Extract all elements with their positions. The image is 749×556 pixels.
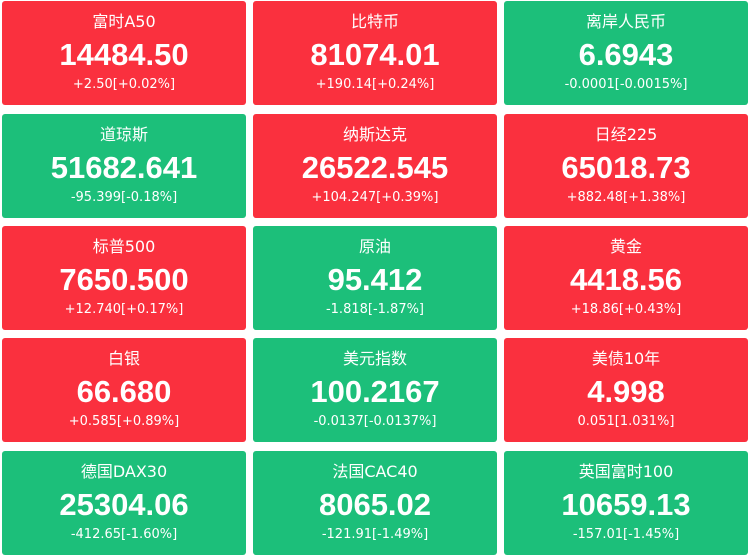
quote-change: +0.585[+0.89%]	[68, 414, 180, 429]
quote-name: 美债10年	[591, 349, 661, 368]
quote-name: 日经225	[594, 125, 658, 144]
quote-price: 100.2167	[310, 374, 440, 409]
quote-price: 10659.13	[561, 487, 691, 522]
quote-change: +104.247[+0.39%]	[311, 190, 439, 205]
quote-price: 14484.50	[59, 37, 189, 72]
quote-change: +2.50[+0.02%]	[72, 77, 176, 92]
quote-tile[interactable]: 白银 66.680 +0.585[+0.89%]	[2, 338, 246, 442]
quote-change: -412.65[-1.60%]	[70, 527, 178, 542]
quote-change: +18.86[+0.43%]	[570, 302, 682, 317]
quote-tile[interactable]: 英国富时100 10659.13 -157.01[-1.45%]	[504, 451, 748, 555]
quote-price: 95.412	[327, 262, 423, 297]
quote-tile[interactable]: 比特币 81074.01 +190.14[+0.24%]	[253, 1, 497, 105]
quote-change: -95.399[-0.18%]	[70, 190, 178, 205]
quote-price: 8065.02	[318, 487, 432, 522]
quote-name: 标普500	[92, 237, 156, 256]
quote-price: 66.680	[76, 374, 172, 409]
quote-tile[interactable]: 富时A50 14484.50 +2.50[+0.02%]	[2, 1, 246, 105]
quote-tile[interactable]: 德国DAX30 25304.06 -412.65[-1.60%]	[2, 451, 246, 555]
quote-tile[interactable]: 纳斯达克 26522.545 +104.247[+0.39%]	[253, 114, 497, 218]
quote-tile[interactable]: 离岸人民币 6.6943 -0.0001[-0.0015%]	[504, 1, 748, 105]
quote-price: 7650.500	[59, 262, 189, 297]
quote-name: 富时A50	[92, 12, 156, 31]
quote-tile[interactable]: 标普500 7650.500 +12.740[+0.17%]	[2, 226, 246, 330]
quote-name: 原油	[358, 237, 391, 256]
quote-price: 4.998	[587, 374, 665, 409]
quote-tile[interactable]: 道琼斯 51682.641 -95.399[-0.18%]	[2, 114, 246, 218]
quote-price: 25304.06	[59, 487, 189, 522]
quote-change: +190.14[+0.24%]	[315, 77, 435, 92]
quote-change: +12.740[+0.17%]	[64, 302, 184, 317]
quote-tile[interactable]: 法国CAC40 8065.02 -121.91[-1.49%]	[253, 451, 497, 555]
quote-tile[interactable]: 美债10年 4.998 0.051[1.031%]	[504, 338, 748, 442]
quote-tile[interactable]: 美元指数 100.2167 -0.0137[-0.0137%]	[253, 338, 497, 442]
quote-name: 道琼斯	[99, 125, 148, 144]
quote-name: 纳斯达克	[342, 125, 407, 144]
quote-price: 51682.641	[50, 150, 198, 185]
quote-tile[interactable]: 原油 95.412 -1.818[-1.87%]	[253, 226, 497, 330]
quote-price: 6.6943	[578, 37, 674, 72]
quote-change: +882.48[+1.38%]	[566, 190, 686, 205]
quote-change: 0.051[1.031%]	[577, 414, 675, 429]
quote-price: 81074.01	[310, 37, 440, 72]
quote-name: 比特币	[350, 12, 399, 31]
quote-change: -0.0001[-0.0015%]	[564, 77, 688, 92]
quote-price: 4418.56	[569, 262, 683, 297]
quote-change: -157.01[-1.45%]	[572, 527, 680, 542]
quote-tile[interactable]: 日经225 65018.73 +882.48[+1.38%]	[504, 114, 748, 218]
quote-name: 离岸人民币	[585, 12, 666, 31]
quote-name: 白银	[107, 349, 140, 368]
quote-change: -121.91[-1.49%]	[321, 527, 429, 542]
quote-price: 26522.545	[301, 150, 449, 185]
quote-change: -0.0137[-0.0137%]	[313, 414, 437, 429]
quote-name: 美元指数	[342, 349, 407, 368]
quote-name: 德国DAX30	[80, 462, 168, 481]
quote-name: 英国富时100	[578, 462, 674, 481]
quote-change: -1.818[-1.87%]	[325, 302, 425, 317]
quote-price: 65018.73	[561, 150, 691, 185]
quote-tile[interactable]: 黄金 4418.56 +18.86[+0.43%]	[504, 226, 748, 330]
quote-name: 法国CAC40	[332, 462, 418, 481]
quote-name: 黄金	[609, 237, 642, 256]
